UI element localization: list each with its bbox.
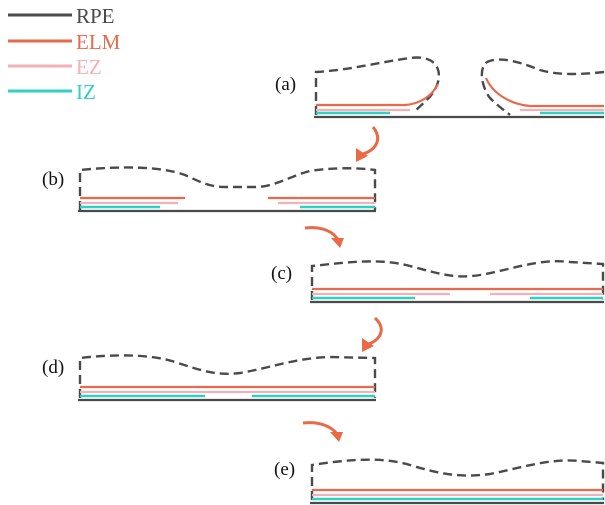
panel-c: (c) [271,260,605,304]
legend-label-elm: ELM [76,30,121,54]
panel-label-b: (b) [42,169,64,190]
panel-b: (b) [42,166,377,213]
outer-retina-boundary-e [310,458,605,500]
transition-arrow [365,316,383,347]
panel-label-a: (a) [275,74,296,95]
legend-label-ez: EZ [76,55,102,79]
panel-label-e: (e) [274,459,295,480]
outer-retina-boundary-b [78,166,377,210]
legend-item-elm: ELM [8,30,121,54]
legend-label-iz: IZ [76,80,96,104]
panel-a: (a) [275,56,605,119]
legend: RPE ELM EZ IZ [8,4,121,104]
outer-retina-boundary-left [314,56,441,115]
legend-item-iz: IZ [8,80,96,104]
outer-retina-boundary-c [310,260,605,300]
outer-retina-boundary-right [480,58,605,116]
arrow-head [331,238,344,248]
outer-retina-boundary-d [78,354,377,398]
arrow-d-to-e [302,421,343,442]
arrow-b-to-c [304,226,344,248]
panel-d: (d) [42,354,377,402]
panel-e: (e) [274,458,605,505]
legend-label-rpe: RPE [76,4,115,28]
panel-label-c: (c) [271,263,292,284]
panel-label-d: (d) [42,357,64,378]
elm-line-a-left [316,83,439,107]
legend-item-rpe: RPE [8,4,115,28]
elm-line-a-right [484,77,604,108]
arrow-head [330,432,343,442]
arrow-a-to-b [356,126,380,162]
transition-arrow [359,126,380,157]
arrow-head [362,338,374,352]
arrow-c-to-d [362,316,383,352]
arrow-head [356,148,368,162]
legend-item-ez: EZ [8,55,102,79]
